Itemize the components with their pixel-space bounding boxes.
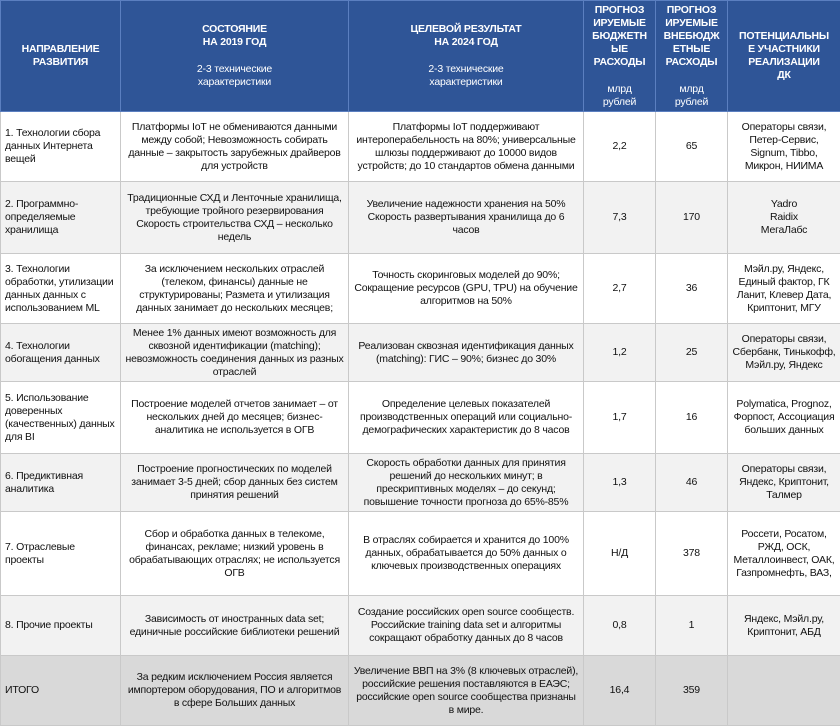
participants-cell: Операторы связи, Петер-Сервис, Signum, T… (727, 111, 840, 182)
budget-cell: 16,4 (583, 655, 656, 726)
budget-cell: 2,7 (583, 253, 656, 324)
extra-budget-cell: 378 (655, 511, 728, 596)
target-2024-cell: Определение целевых показателей производ… (348, 381, 584, 454)
table-row: 6. Предиктивная аналитика Построение прог… (0, 453, 840, 512)
direction-cell: 6. Предиктивная аналитика (0, 453, 121, 512)
state-2019-cell: Зависимость от иностранных data set; еди… (120, 595, 349, 656)
header-subtitle: 2-3 технические характеристики (428, 63, 504, 88)
direction-cell: 3. Технологии обработки, утилизации данн… (0, 253, 121, 324)
target-2024-cell: Платформы IoT поддерживают интероперабел… (348, 111, 584, 182)
table-row: 4. Технологии обогащения данных Менее 1% … (0, 323, 840, 382)
direction-cell: 2. Программно-определяемые хранилища (0, 181, 121, 254)
extra-budget-cell: 359 (655, 655, 728, 726)
header-title: СОСТОЯНИЕ НА 2019 ГОД (202, 23, 267, 48)
state-2019-cell: Менее 1% данных имеют возможность для ск… (120, 323, 349, 382)
table-row: 3. Технологии обработки, утилизации данн… (0, 253, 840, 324)
target-2024-cell: Увеличение ВВП на 3% (8 ключевых отрасле… (348, 655, 584, 726)
direction-cell: 8. Прочие проекты (0, 595, 121, 656)
state-2019-cell: За исключением нескольких отраслей (теле… (120, 253, 349, 324)
participants-cell: Операторы связи, Сбербанк, Тинькофф, Мэй… (727, 323, 840, 382)
budget-cell: 0,8 (583, 595, 656, 656)
state-2019-cell: За редким исключением Россия является им… (120, 655, 349, 726)
target-2024-cell: Увеличение надежности хранения на 50% Ск… (348, 181, 584, 254)
participants-cell (727, 655, 840, 726)
header-extra-budget: ПРОГНОЗ ИРУЕМЫЕ ВНЕБЮДЖ ЕТНЫЕ РАСХОДЫ млр… (655, 0, 728, 112)
state-2019-cell: Традиционные СХД и Ленточные хранилища, … (120, 181, 349, 254)
direction-cell: ИТОГО (0, 655, 121, 726)
budget-cell: 7,3 (583, 181, 656, 254)
budget-cell: 1,3 (583, 453, 656, 512)
header-title: ПРОГНОЗ ИРУЕМЫЕ ВНЕБЮДЖ ЕТНЫЕ РАСХОДЫ (663, 3, 720, 68)
direction-cell: 4. Технологии обогащения данных (0, 323, 121, 382)
table-row: 2. Программно-определяемые хранилища Трад… (0, 181, 840, 254)
budget-cell: 1,2 (583, 323, 656, 382)
participants-cell: Яндекс, Мэйл.ру, Криптонит, АБД (727, 595, 840, 656)
header-budget: ПРОГНОЗ ИРУЕМЫЕ БЮДЖЕТН ЫЕ РАСХОДЫ млрд р… (583, 0, 656, 112)
target-2024-cell: В отраслях собирается и хранится до 100%… (348, 511, 584, 596)
table-row: 7. Отраслевые проекты Сбор и обработка да… (0, 511, 840, 596)
header-subtitle: млрд рублей (674, 82, 709, 108)
participants-cell: Yadro Raidix МегаЛабс (727, 181, 840, 254)
table-row: 5. Использование доверенных (качественны… (0, 381, 840, 454)
state-2019-cell: Платформы IoT не обмениваются данными ме… (120, 111, 349, 182)
header-title: ПРОГНОЗ ИРУЕМЫЕ БЮДЖЕТН ЫЕ РАСХОДЫ (592, 3, 647, 68)
header-direction: НАПРАВЛЕНИЕ РАЗВИТИЯ (0, 0, 121, 112)
target-2024-cell: Точность скоринговых моделей до 90%; Сок… (348, 253, 584, 324)
direction-cell: 5. Использование доверенных (качественны… (0, 381, 121, 454)
state-2019-cell: Построение моделей отчетов занимает – от… (120, 381, 349, 454)
extra-budget-cell: 16 (655, 381, 728, 454)
direction-cell: 1. Технологии сбора данных Интернета вещ… (0, 111, 121, 182)
header-title: ЦЕЛЕВОЙ РЕЗУЛЬТАТ НА 2024 ГОД (410, 23, 522, 48)
header-state-2019: СОСТОЯНИЕ НА 2019 ГОД 2-3 технические хар… (120, 0, 349, 112)
header-subtitle: 2-3 технические характеристики (196, 63, 273, 88)
state-2019-cell: Построение прогностических по моделей за… (120, 453, 349, 512)
target-2024-cell: Реализован сквозная идентификация данных… (348, 323, 584, 382)
target-2024-cell: Скорость обработки данных для принятия р… (348, 453, 584, 512)
extra-budget-cell: 170 (655, 181, 728, 254)
header-title: ПОТЕНЦИАЛЬНЫ Е УЧАСТНИКИ РЕАЛИЗАЦИИ ДК (738, 30, 830, 81)
table-row: 8. Прочие проекты Зависимость от иностран… (0, 595, 840, 656)
budget-cell: Н/Д (583, 511, 656, 596)
header-subtitle: млрд рублей (602, 82, 637, 108)
extra-budget-cell: 36 (655, 253, 728, 324)
budget-cell: 1,7 (583, 381, 656, 454)
budget-cell: 2,2 (583, 111, 656, 182)
direction-cell: 7. Отраслевые проекты (0, 511, 121, 596)
extra-budget-cell: 65 (655, 111, 728, 182)
extra-budget-cell: 1 (655, 595, 728, 656)
header-title: НАПРАВЛЕНИЕ РАЗВИТИЯ (21, 43, 100, 68)
extra-budget-cell: 25 (655, 323, 728, 382)
header-target-2024: ЦЕЛЕВОЙ РЕЗУЛЬТАТ НА 2024 ГОД 2-3 техниче… (348, 0, 584, 112)
target-2024-cell: Создание российских open source сообщест… (348, 595, 584, 656)
participants-cell: Мэйл.ру, Яндекс, Единый фактор, ГК Ланит… (727, 253, 840, 324)
extra-budget-cell: 46 (655, 453, 728, 512)
state-2019-cell: Сбор и обработка данных в телекоме, фина… (120, 511, 349, 596)
participants-cell: Россети, Росатом, РЖД, ОСК, Металлоинвес… (727, 511, 840, 596)
table-row: 1. Технологии сбора данных Интернета вещ… (0, 111, 840, 182)
table-header-row: НАПРАВЛЕНИЕ РАЗВИТИЯ СОСТОЯНИЕ НА 2019 ГО… (0, 0, 840, 112)
participants-cell: Операторы связи, Яндекс, Криптонит, Талм… (727, 453, 840, 512)
header-participants: ПОТЕНЦИАЛЬНЫ Е УЧАСТНИКИ РЕАЛИЗАЦИИ ДК (727, 0, 840, 112)
total-row: ИТОГО За редким исключением Россия являет… (0, 655, 840, 726)
participants-cell: Polymatica, Prognoz, Форпост, Ассоциация… (727, 381, 840, 454)
